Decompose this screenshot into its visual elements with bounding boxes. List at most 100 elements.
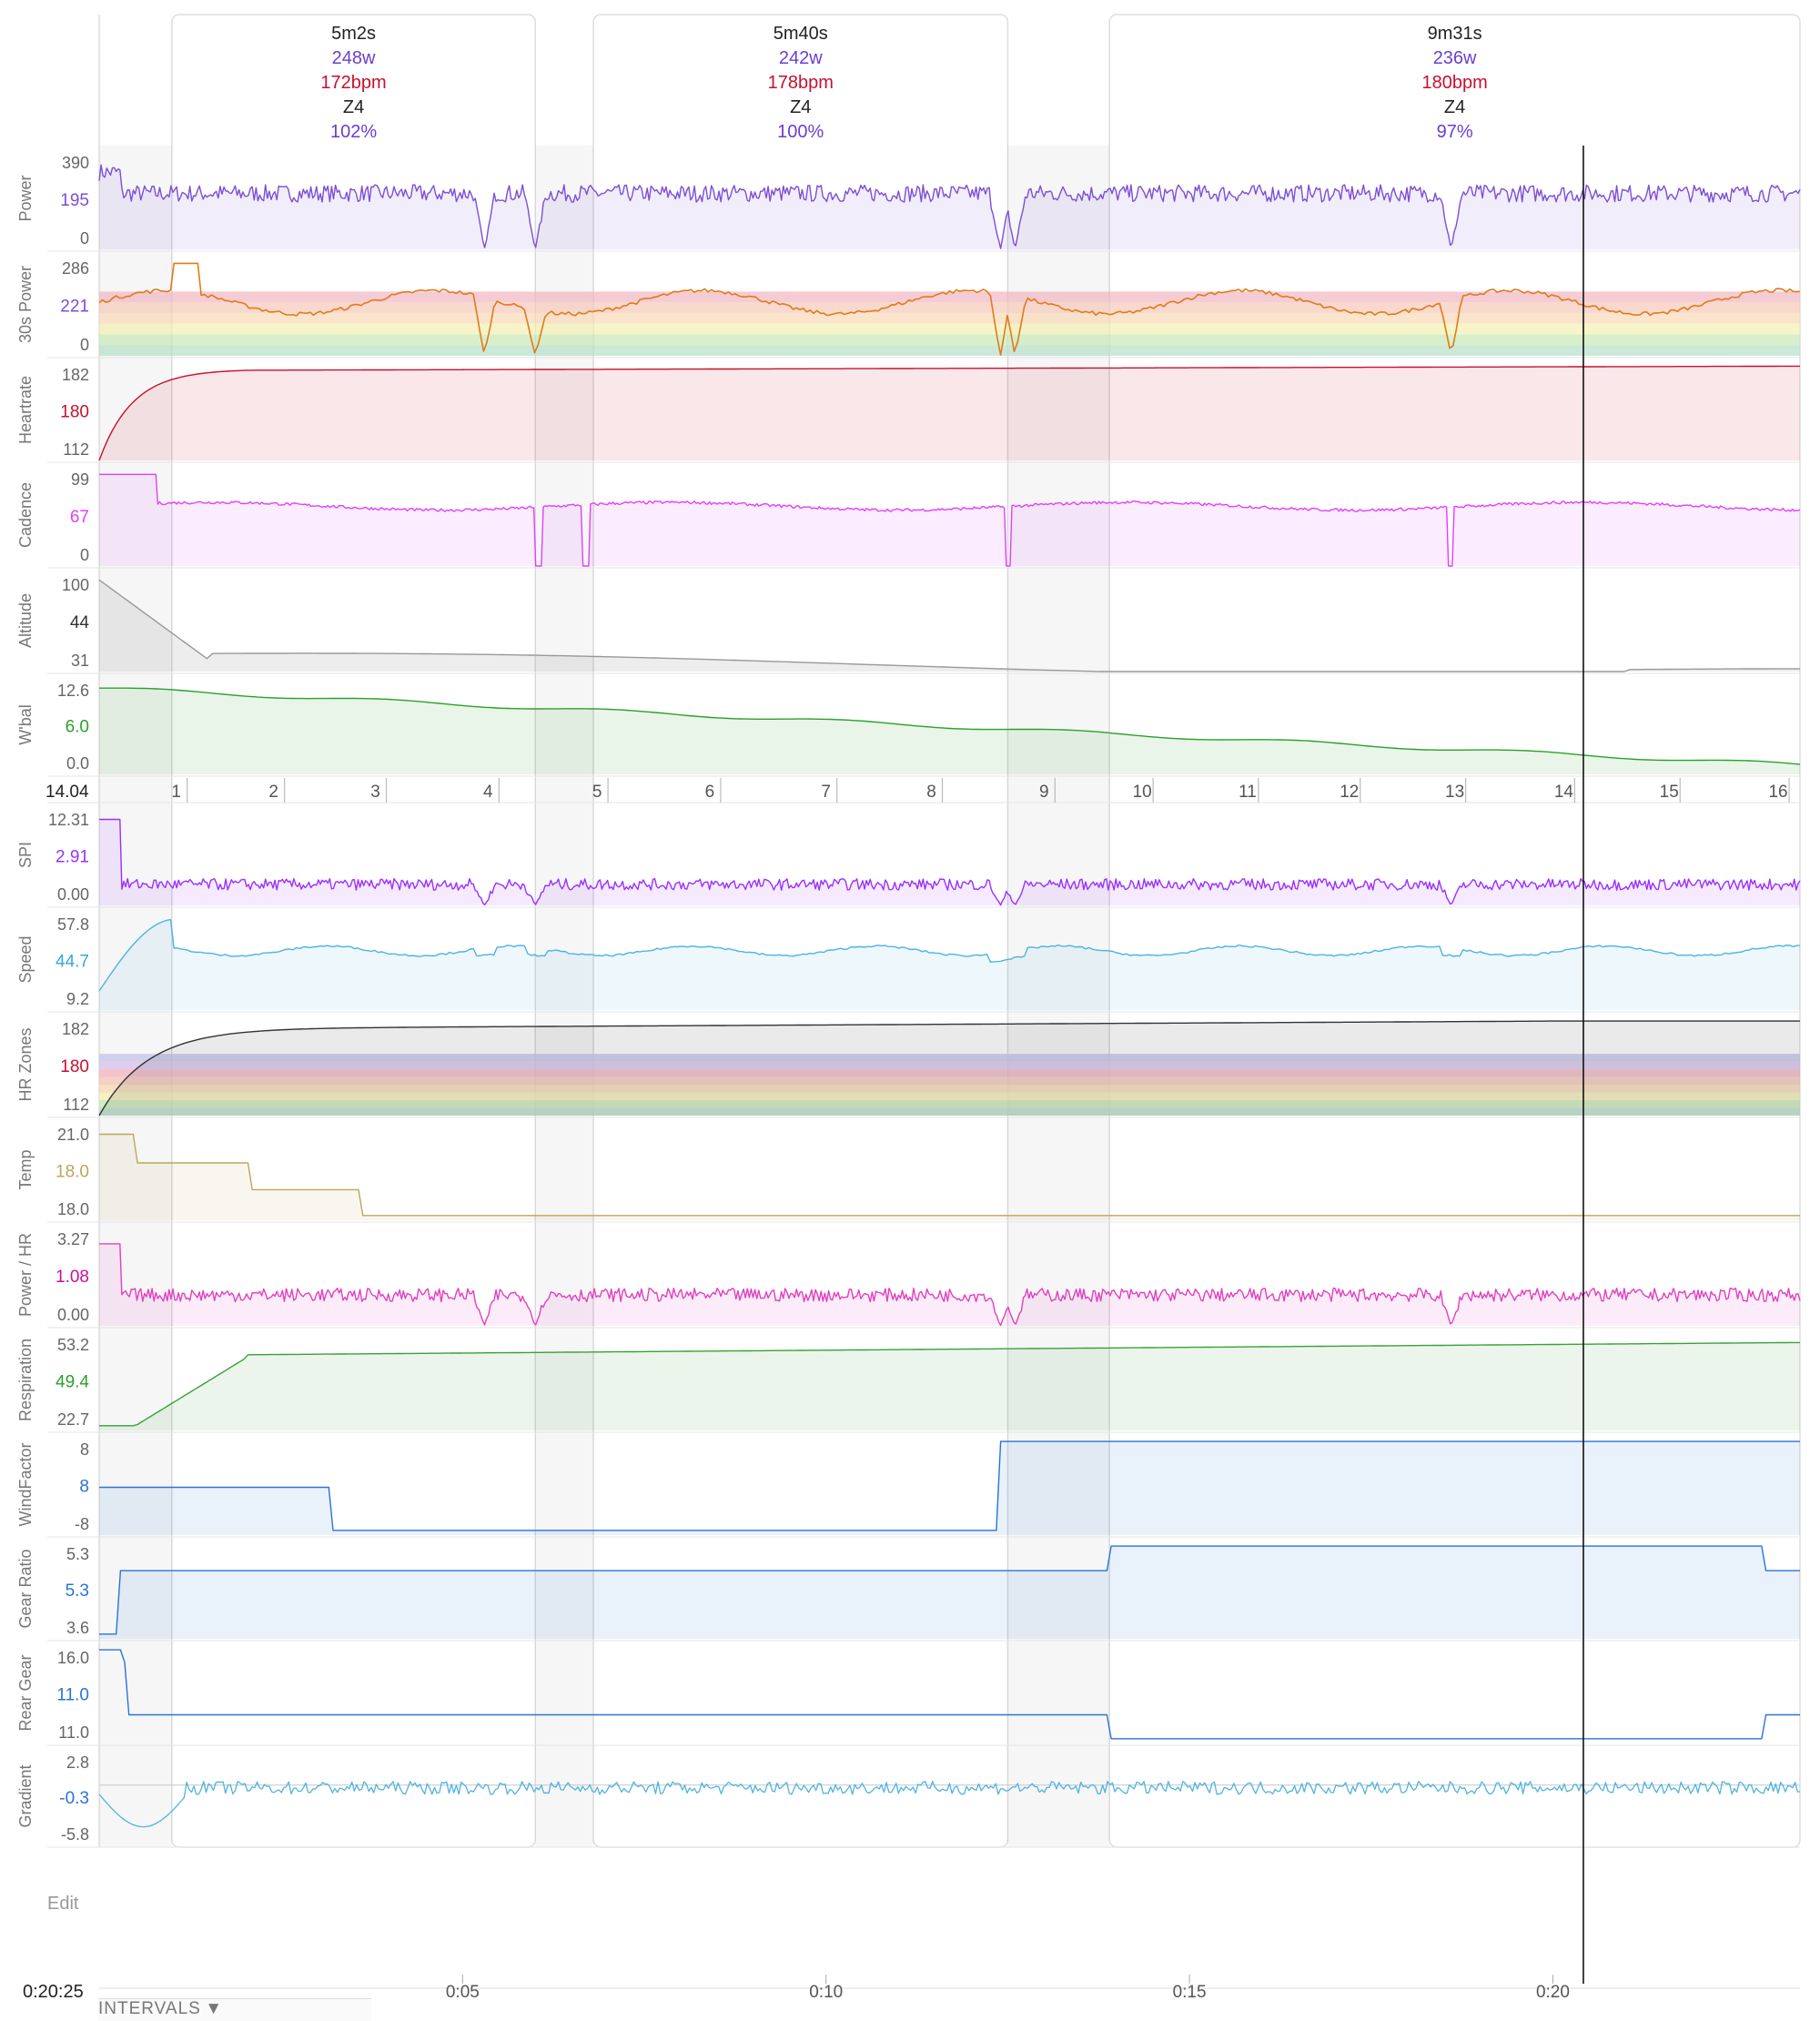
series-area-respiration [99,1342,1800,1430]
hr-zone-band [99,1085,1800,1093]
axis-bottom-value: -5.8 [61,1825,89,1844]
power-zone-band [99,345,1800,356]
axis-mid-value: 221 [60,298,89,317]
series-area-windfactor [99,1441,1800,1535]
axis-top-value: 286 [62,259,89,278]
panel-title: Altitude [16,593,35,648]
intervals-tab[interactable]: INTERVALS ▼ [98,1998,371,2021]
lap-label: 9 [1039,783,1049,802]
interval-label: 178bpm [768,73,834,93]
series-line-altitude [98,579,1800,672]
time-tick-label: 0:15 [1173,1983,1207,2002]
panel-label-power30: 30s Power [16,266,35,343]
axis-bottom-value: 0.00 [57,885,89,904]
lap-label: 15 [1660,783,1679,802]
series-area-speed [99,919,1800,1010]
panel-title: Gradient [16,1764,35,1827]
hr-zone-band [99,1061,1800,1070]
series-line-power [98,164,1801,249]
hr-zone-band [99,1054,1800,1062]
series-line-temp [99,1133,1800,1217]
interval-label: 242w [779,48,823,68]
axis-mid-value: 195 [60,191,89,210]
panel-label-wbal: W'bal [16,704,35,744]
interval-label: 102% [330,122,377,142]
axis-bottom-value: 0.0 [66,754,89,773]
panel-title: W'bal [16,704,35,744]
axis-bottom-value: 9.2 [66,990,89,1008]
power-zone-band [99,323,1800,335]
hr-zone-band [99,1107,1800,1116]
lap-label: 4 [483,783,493,802]
series-area-spi [99,819,1800,905]
axis-top-value: 21.0 [57,1126,89,1144]
series-line-windfactor [99,1440,1800,1531]
interval-label: Z4 [1444,97,1465,117]
series-line-heartrate [98,365,1800,461]
axis-bottom-value: 11.0 [58,1723,89,1742]
lap-label: 1 [171,783,181,802]
lap-label: 14 [1554,783,1574,802]
power-zone-band [99,334,1800,346]
panel-label-heartrate: Heartrate [16,376,35,444]
hr-zone-band [99,1092,1800,1101]
interval-label: 172bpm [320,73,386,93]
axis-mid-value: 67 [70,508,89,527]
lap-label: 13 [1445,783,1464,802]
series-line-speed [98,918,1801,992]
interval-label: 236w [1433,48,1477,68]
interval-label: 180bpm [1421,73,1487,93]
panel-title: HR Zones [16,1027,35,1101]
axis-mid-value: 180 [60,1057,89,1076]
chevron-down-icon: ▼ [205,1999,224,2018]
hr-zone-band [99,1069,1800,1077]
axis-bottom-value: 112 [63,440,89,459]
axis-mid-value: 1.08 [56,1268,89,1287]
axis-top-value: 5.3 [66,1545,89,1563]
intervals-tab-label: INTERVALS [98,1999,201,2018]
axis-bottom-value: 0 [80,546,89,564]
panel-label-hrzones: HR Zones [16,1027,35,1101]
series-line-gear_ratio [99,1545,1800,1635]
lap-label: 10 [1133,783,1152,802]
series-line-rear_gear [99,1649,1800,1740]
time-tick-label: 0:20 [1536,1983,1570,2002]
axis-top-value: 99 [71,470,89,489]
axis-mid-value: 180 [60,403,89,422]
axis-mid-value: 18.0 [56,1163,89,1182]
axis-mid-value: 2.91 [56,848,89,867]
lap-label: 8 [926,783,936,802]
lap-label: 2 [268,783,278,802]
interval-label: 5m40s [774,24,828,44]
panel-label-rear_gear: Rear Gear [16,1654,35,1731]
hr-zone-band [99,1100,1800,1108]
series-area-temp [99,1134,1800,1220]
series-line-wbal [99,687,1801,765]
axis-bottom-value: 3.6 [66,1619,89,1637]
axis-top-value: 182 [62,1020,89,1038]
axis-mid-value: -0.3 [59,1789,89,1808]
series-area-power_hr [99,1243,1800,1326]
panel-label-gradient: Gradient [16,1764,35,1827]
power-zone-band [99,291,1800,303]
time-tick-label: 0:05 [446,1983,480,2002]
lap-label: 6 [705,783,715,802]
series-line-spi [99,818,1801,906]
interval-label: 9m31s [1428,24,1482,44]
series-area-gear_ratio [99,1546,1800,1639]
interval-label: 5m2s [331,24,376,44]
panel-title: Power / HR [16,1233,35,1317]
series-line-power30 [98,262,1801,356]
axis-bottom-value: 112 [63,1096,89,1114]
series-line-respiration [99,1341,1800,1427]
panel-title: Temp [16,1149,35,1189]
interval-label: 248w [332,48,376,68]
axis-bottom-value: -8 [75,1515,89,1533]
axis-bottom-value: 0.00 [57,1306,89,1324]
series-area-altitude [99,580,1800,672]
lap-label: 3 [370,783,380,802]
series-area-heartrate [99,366,1800,460]
power-zone-band [99,302,1800,313]
